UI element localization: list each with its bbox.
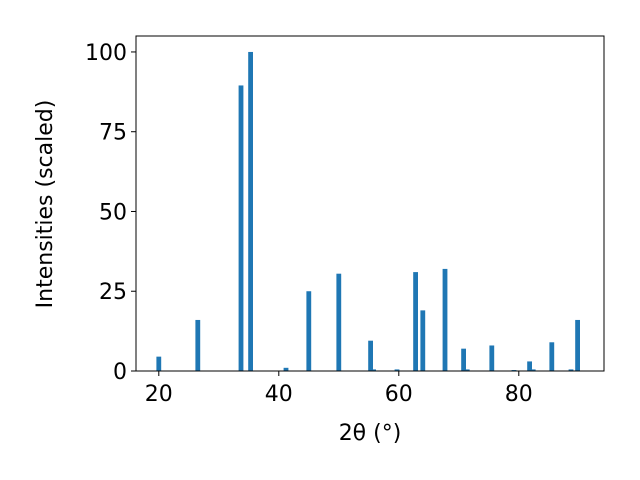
bar [461,348,466,371]
bar [283,367,289,371]
bar [413,272,418,371]
x-axis-label: 2θ (°) [339,421,402,446]
y-tick-label: 50 [99,200,127,225]
x-tick-label: 40 [265,382,293,407]
x-tick-label: 60 [385,382,413,407]
bar [489,345,495,371]
bar [527,361,532,371]
bar [371,369,376,371]
y-axis-label: Intensities (scaled) [33,100,58,309]
bar [306,291,312,371]
bar [420,310,426,371]
plot-frame [135,35,605,372]
bar [549,342,555,371]
bar [248,51,253,371]
y-tick-label: 75 [99,121,127,146]
bar [368,340,373,371]
y-tick-label: 0 [113,360,127,385]
y-tick-label: 25 [99,280,127,305]
bar [442,268,448,371]
bar [464,369,470,371]
bar [575,319,580,371]
bar [195,319,201,371]
bar [336,273,342,371]
bar [394,369,400,371]
y-tick-label: 100 [85,41,127,66]
x-tick-label: 20 [145,382,173,407]
bar [156,356,162,371]
x-tick-label: 80 [505,382,533,407]
bar [568,369,574,371]
bar [238,85,244,371]
bar [530,369,536,371]
